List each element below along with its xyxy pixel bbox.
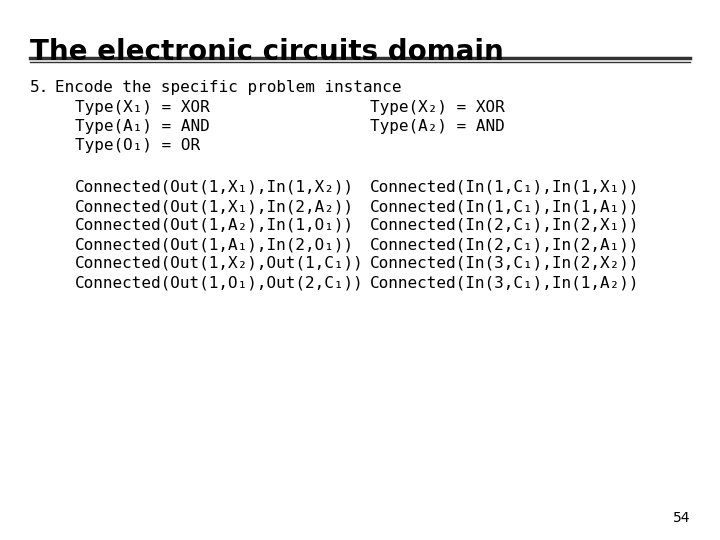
Text: 5.: 5. [30,80,49,95]
Text: Connected(In(1,C₁),In(1,A₁)): Connected(In(1,C₁),In(1,A₁)) [370,199,639,214]
Text: Type(A₂) = AND: Type(A₂) = AND [370,119,505,134]
Text: Connected(Out(1,A₁),In(2,O₁)): Connected(Out(1,A₁),In(2,O₁)) [75,237,354,252]
Text: The electronic circuits domain: The electronic circuits domain [30,38,504,66]
Text: Type(A₁) = AND: Type(A₁) = AND [75,119,210,134]
Text: 54: 54 [672,511,690,525]
Text: Connected(Out(1,X₁),In(1,X₂)): Connected(Out(1,X₁),In(1,X₂)) [75,180,354,195]
Text: Connected(In(2,C₁),In(2,X₁)): Connected(In(2,C₁),In(2,X₁)) [370,218,639,233]
Text: Connected(Out(1,X₂),Out(1,C₁)): Connected(Out(1,X₂),Out(1,C₁)) [75,256,364,271]
Text: Encode the specific problem instance: Encode the specific problem instance [55,80,402,95]
Text: Connected(In(3,C₁),In(1,A₂)): Connected(In(3,C₁),In(1,A₂)) [370,275,639,290]
Text: Type(X₂) = XOR: Type(X₂) = XOR [370,100,505,115]
Text: Connected(In(1,C₁),In(1,X₁)): Connected(In(1,C₁),In(1,X₁)) [370,180,639,195]
Text: Connected(Out(1,X₁),In(2,A₂)): Connected(Out(1,X₁),In(2,A₂)) [75,199,354,214]
Text: Connected(Out(1,A₂),In(1,O₁)): Connected(Out(1,A₂),In(1,O₁)) [75,218,354,233]
Text: Connected(In(2,C₁),In(2,A₁)): Connected(In(2,C₁),In(2,A₁)) [370,237,639,252]
Text: Connected(In(3,C₁),In(2,X₂)): Connected(In(3,C₁),In(2,X₂)) [370,256,639,271]
Text: Type(X₁) = XOR: Type(X₁) = XOR [75,100,210,115]
Text: Connected(Out(1,O₁),Out(2,C₁)): Connected(Out(1,O₁),Out(2,C₁)) [75,275,364,290]
Text: Type(O₁) = OR: Type(O₁) = OR [75,138,200,153]
